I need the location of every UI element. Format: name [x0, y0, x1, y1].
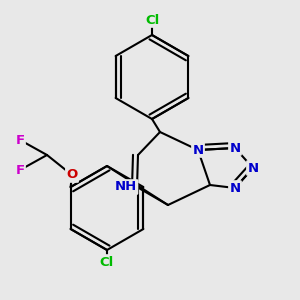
Text: Cl: Cl: [145, 14, 159, 26]
Text: N: N: [230, 182, 241, 194]
Text: N: N: [192, 143, 204, 157]
Text: O: O: [66, 169, 78, 182]
Text: F: F: [15, 164, 25, 176]
Text: Cl: Cl: [100, 256, 114, 268]
Text: N: N: [230, 142, 241, 154]
Text: F: F: [15, 134, 25, 146]
Text: N: N: [248, 161, 259, 175]
Text: NH: NH: [115, 181, 137, 194]
